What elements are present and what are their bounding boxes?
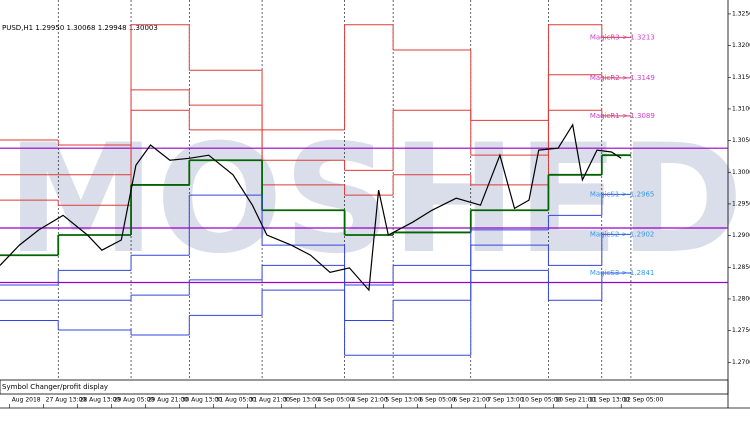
y-tick-label: 1.3150 xyxy=(732,74,750,81)
x-tick-label: 10 Sep 05:00 xyxy=(521,397,561,404)
x-tick-label: 6 Sep 21:00 xyxy=(453,397,489,404)
y-tick-label: 1.2900 xyxy=(732,232,750,239)
y-tick-label: 1.3250 xyxy=(732,10,750,17)
x-tick-label: Aug 2018 xyxy=(12,397,41,404)
watermark: MOSHED xyxy=(6,113,743,287)
x-tick-label: 6 Sep 05:00 xyxy=(419,397,455,404)
y-tick-label: 1.2700 xyxy=(732,359,750,366)
x-tick-label: 28 Aug 13:00 xyxy=(80,397,121,404)
level-label: MagicS3-> 1.2841 xyxy=(590,269,655,277)
y-tick-label: 1.2950 xyxy=(732,200,750,207)
level-label: MagicR3-> 1.3213 xyxy=(590,33,655,41)
x-tick-label: 31 Aug 21:00 xyxy=(250,397,291,404)
x-tick-label: 4 Sep 21:00 xyxy=(351,397,387,404)
x-tick-label: 7 Sep 13:00 xyxy=(487,397,523,404)
y-tick-label: 1.3100 xyxy=(732,105,750,112)
x-tick-label: 31 Aug 05:00 xyxy=(216,397,257,404)
y-tick-label: 1.3200 xyxy=(732,42,750,49)
x-tick-label: 30 Aug 13:00 xyxy=(182,397,223,404)
x-tick-label: 10 Sep 21:00 xyxy=(555,397,595,404)
x-tick-label: 27 Aug 13:00 xyxy=(46,397,87,404)
chart-title: PUSD,H1 1.29950 1.30068 1.29948 1.30003 xyxy=(2,24,158,32)
y-tick-label: 1.3000 xyxy=(732,169,750,176)
x-tick-label: 3 Sep 13:00 xyxy=(283,397,319,404)
x-tick-label: 29 Aug 05:00 xyxy=(114,397,155,404)
level-label: MagicR1-> 1.3089 xyxy=(590,112,655,120)
y-tick-label: 1.2850 xyxy=(732,264,750,271)
x-tick-label: 4 Sep 05:00 xyxy=(317,397,353,404)
y-tick-label: 1.3050 xyxy=(732,137,750,144)
panel xyxy=(0,379,729,395)
level-label: MagicR2-> 1.3149 xyxy=(590,74,655,82)
x-tick-label: 12 Sep 05:00 xyxy=(623,397,663,404)
level-label: MagicS1-> 1.2965 xyxy=(590,190,655,198)
y-tick-label: 1.2800 xyxy=(732,295,750,302)
x-tick-label: 11 Sep 13:00 xyxy=(589,397,629,404)
panel-label: Symbol Changer/profit display xyxy=(2,383,108,391)
x-tick-label: 5 Sep 13:00 xyxy=(385,397,421,404)
y-tick-label: 1.2750 xyxy=(732,327,750,334)
price-line xyxy=(0,123,622,292)
level-label: MagicS2-> 1.2902 xyxy=(590,230,655,238)
x-tick-label: 29 Aug 21:00 xyxy=(148,397,189,404)
